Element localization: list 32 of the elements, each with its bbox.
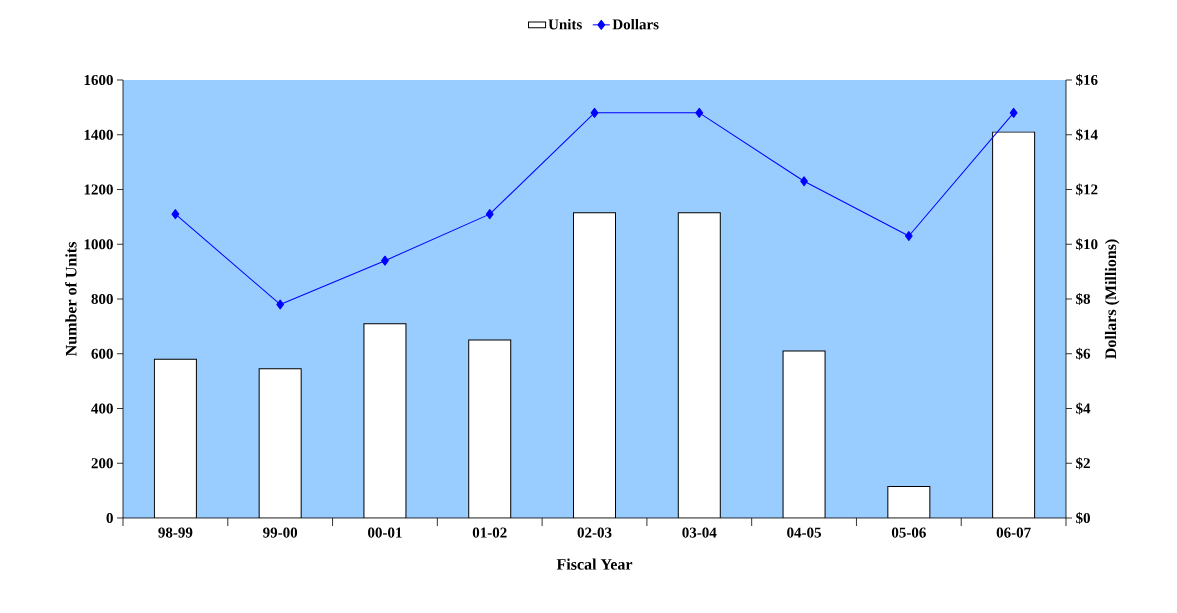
y-tick-label: 600	[91, 348, 113, 359]
y2-tick-label: $0	[1076, 512, 1090, 524]
y2-tick-label: $14	[1076, 128, 1098, 141]
y2-axis-title: Dollars (Millions)	[1104, 239, 1120, 359]
y2-tick-label: $10	[1076, 238, 1098, 251]
y2-tick-label: $8	[1076, 293, 1091, 305]
y-tick-label: 0	[106, 512, 113, 524]
x-tick-label: 06-07	[996, 527, 1031, 538]
y2-tick-label: $2	[1076, 457, 1090, 470]
x-tick-label: 99-00	[263, 527, 298, 538]
y2-tick-label: $16	[1076, 74, 1098, 86]
x-tick-label: 98-99	[158, 527, 193, 538]
x-tick-label: 03-04	[682, 527, 717, 538]
y-tick-label: 800	[91, 293, 113, 305]
legend-label: Dollars	[612, 18, 659, 30]
y-tick-label: 200	[91, 458, 113, 469]
x-axis-title: Fiscal Year	[556, 558, 633, 570]
y-tick-label: 1600	[84, 74, 113, 86]
y-tick-label: 1400	[84, 129, 113, 140]
x-tick-label: 01-02	[472, 527, 507, 538]
y2-tick-label: $6	[1076, 347, 1091, 360]
y2-tick-label: $4	[1076, 402, 1091, 415]
y2-tick-label: $12	[1076, 183, 1098, 196]
y-tick-label: 1200	[84, 184, 113, 195]
y-axis-title: Number of Units	[65, 242, 77, 357]
x-tick-label: 04-05	[787, 527, 822, 538]
x-tick-label: 05-06	[891, 527, 926, 538]
x-tick-label: 02-03	[577, 527, 612, 538]
y-tick-label: 1000	[84, 239, 113, 250]
x-tick-label: 00-01	[368, 527, 402, 538]
y-tick-label: 400	[91, 403, 113, 414]
legend-label: Units	[548, 18, 582, 30]
